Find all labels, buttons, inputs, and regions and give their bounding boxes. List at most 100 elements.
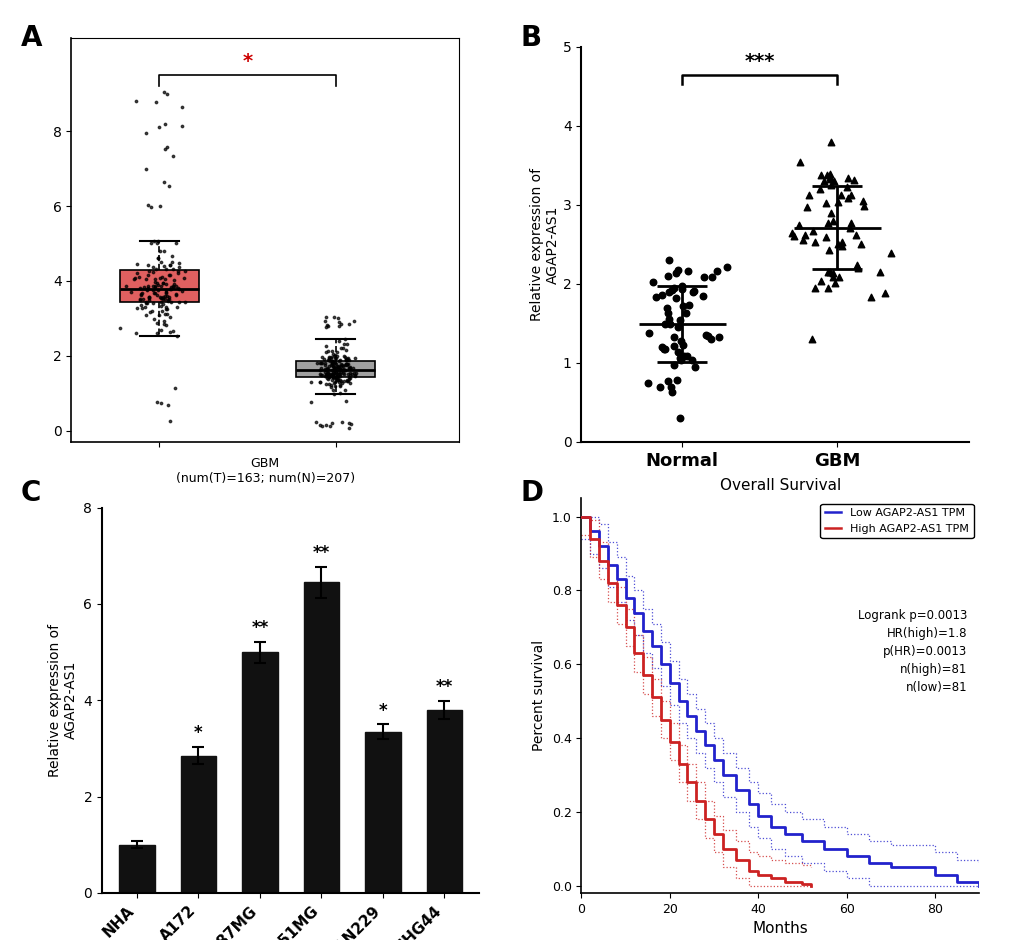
Point — [330, 359, 346, 374]
Point — [147, 279, 163, 294]
Text: **: ** — [313, 544, 330, 562]
Point — [161, 282, 177, 297]
Point — [332, 358, 348, 373]
Point — [326, 355, 342, 370]
Point — [322, 350, 338, 365]
Point — [337, 394, 354, 409]
Point — [164, 149, 180, 164]
Point — [155, 291, 171, 306]
Point — [661, 380, 678, 395]
Point — [176, 271, 193, 286]
Point — [336, 357, 353, 372]
Point — [163, 249, 179, 264]
Point — [703, 270, 719, 285]
Point — [153, 290, 169, 306]
Point — [140, 197, 156, 212]
Point — [321, 352, 337, 367]
Point — [331, 379, 347, 394]
Point — [324, 366, 340, 381]
Point — [671, 312, 687, 327]
Text: ***: *** — [744, 53, 774, 71]
Point — [818, 216, 835, 231]
Point — [165, 279, 181, 294]
Point — [150, 250, 166, 265]
Point — [327, 356, 343, 371]
Point — [324, 365, 340, 380]
Point — [662, 385, 679, 400]
Point — [160, 290, 176, 305]
Point — [157, 301, 173, 316]
Point — [147, 271, 163, 286]
Point — [151, 290, 167, 305]
Point — [339, 367, 356, 382]
Point — [154, 275, 170, 290]
Point — [824, 265, 841, 280]
Point — [325, 383, 341, 398]
Point — [324, 356, 340, 371]
Point — [328, 349, 344, 364]
Legend: Low AGAP2-AS1 TPM, High AGAP2-AS1 TPM: Low AGAP2-AS1 TPM, High AGAP2-AS1 TPM — [819, 504, 973, 539]
Point — [341, 365, 358, 380]
Point — [320, 358, 336, 373]
Point — [335, 340, 352, 355]
Bar — [119, 845, 155, 893]
Point — [331, 352, 347, 368]
Point — [333, 415, 350, 430]
Point — [334, 362, 351, 377]
Point — [317, 368, 333, 384]
Point — [160, 179, 176, 194]
Point — [669, 344, 686, 359]
Point — [154, 290, 170, 305]
Point — [153, 396, 169, 411]
Point — [138, 272, 154, 287]
Point — [653, 339, 669, 354]
Point — [340, 317, 357, 332]
Point — [169, 280, 185, 295]
Point — [852, 236, 868, 251]
Y-axis label: Percent survival: Percent survival — [532, 640, 545, 751]
Point — [170, 256, 186, 271]
Point — [136, 280, 152, 295]
Point — [324, 356, 340, 371]
Point — [163, 294, 179, 309]
Point — [156, 314, 172, 329]
Point — [644, 274, 660, 290]
Point — [811, 274, 827, 289]
Point — [149, 235, 165, 250]
Point — [313, 355, 329, 370]
Point — [337, 362, 354, 377]
Point — [660, 285, 677, 300]
Point — [338, 357, 355, 372]
Title: Overall Survival: Overall Survival — [719, 478, 840, 493]
Point — [794, 233, 810, 248]
Point — [340, 420, 357, 435]
Point — [153, 295, 169, 310]
Point — [319, 361, 335, 376]
Point — [139, 294, 155, 309]
Point — [718, 259, 735, 274]
Point — [834, 239, 850, 254]
Point — [312, 417, 328, 432]
Point — [151, 308, 167, 323]
Point — [345, 313, 362, 328]
Point — [140, 282, 156, 297]
Point — [326, 349, 342, 364]
Point — [322, 368, 338, 384]
Point — [694, 289, 710, 304]
Point — [160, 291, 176, 306]
Point — [334, 362, 351, 377]
Point — [158, 276, 174, 291]
Point — [675, 337, 691, 352]
Point — [329, 370, 345, 385]
Text: B: B — [520, 24, 541, 52]
Point — [168, 278, 184, 293]
Point — [112, 321, 128, 336]
Point — [336, 383, 353, 398]
Point — [702, 331, 718, 346]
Point — [171, 259, 187, 274]
Point — [159, 139, 175, 154]
Point — [317, 338, 333, 353]
Point — [129, 256, 146, 271]
Point — [342, 417, 359, 432]
Point — [141, 290, 157, 306]
